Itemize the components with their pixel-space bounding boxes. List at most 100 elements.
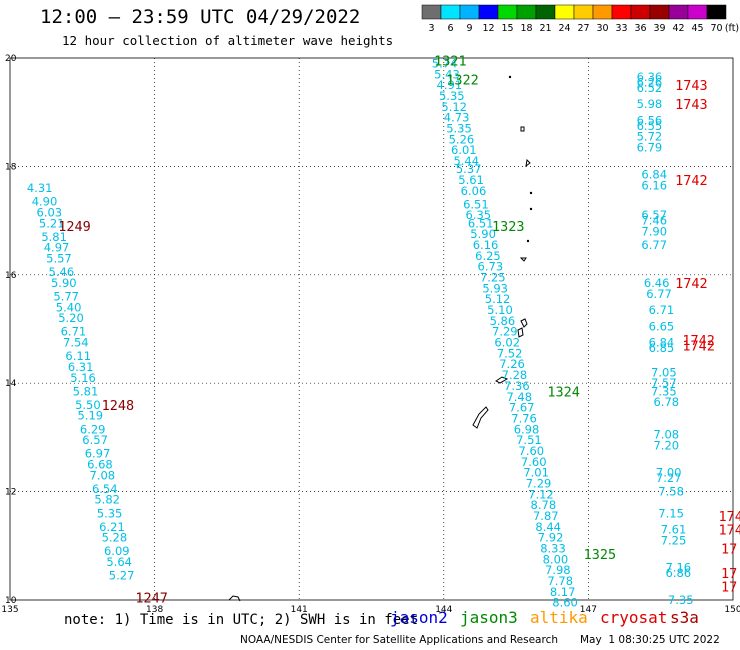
swh-value: 7.15	[658, 506, 684, 520]
swh-value: 7.12	[528, 487, 554, 501]
colorbar-label: 12	[482, 23, 494, 34]
swh-value: 5.93	[482, 281, 508, 295]
swh-value: 5.50	[75, 398, 101, 412]
pass-number-label: 1321	[434, 54, 467, 70]
swh-value: 5.35	[97, 506, 123, 520]
colorbar-label: 42	[672, 23, 684, 34]
pass-number-label: 1325	[584, 547, 617, 563]
colorbar-swatch	[497, 4, 518, 20]
swh-value: 7.28	[502, 368, 528, 382]
colorbar-label: 21	[539, 23, 551, 34]
lat-tick-label: 16	[5, 271, 17, 281]
swh-value: 6.31	[68, 360, 94, 374]
swh-value: 5.35	[439, 89, 465, 103]
swh-values: 4.314.906.035.215.814.975.575.465.905.77…	[27, 56, 694, 609]
colorbar-swatch	[687, 4, 708, 20]
island-rota	[495, 376, 509, 384]
footer-note: note: 1) Time is in UTC; 2) SWH is in fe…	[64, 612, 419, 628]
swh-value: 7.57	[651, 376, 677, 390]
pass-number-label: 17	[721, 566, 737, 582]
swh-value: 7.25	[661, 533, 687, 547]
pass-number-label: 1742	[682, 333, 715, 349]
footer-timestamp: May 1 08:30:25 UTC 2022	[580, 634, 720, 646]
swh-value: 5.61	[458, 173, 484, 187]
swh-value: 8.00	[543, 552, 569, 566]
swh-value: 7.76	[511, 411, 537, 425]
swh-value: 6.97	[85, 447, 111, 461]
swh-value: 8.44	[535, 520, 561, 534]
colorbar-label: 3	[428, 23, 434, 34]
colorbar-swatch	[459, 4, 480, 20]
satellite-legend-jason3: jason3	[460, 608, 518, 627]
swh-value: 7.08	[90, 468, 116, 482]
swh-value: 7.29	[526, 476, 552, 490]
swh-value: 6.25	[475, 249, 501, 263]
swh-value: 7.46	[641, 214, 667, 228]
swh-value: 7.61	[661, 523, 687, 537]
swh-value: 5.90	[470, 227, 496, 241]
swh-value: 7.20	[653, 439, 679, 453]
pass-number-label: 1247	[135, 590, 168, 606]
swh-value: 5.12	[441, 100, 467, 114]
swh-value: 7.54	[63, 336, 89, 350]
swh-value: 6.57	[82, 433, 108, 447]
satellite-legend-jason2: jason2	[390, 608, 448, 627]
colorbar-swatch	[630, 4, 651, 20]
colorbar-swatch	[592, 4, 613, 20]
pass-number-label: 1742	[675, 276, 708, 292]
swh-value: 6.36	[637, 70, 663, 84]
swh-value: 6.73	[478, 260, 504, 274]
island-agrihan	[520, 126, 525, 132]
swh-value: 6.55	[637, 119, 663, 133]
swh-value: 5.12	[485, 292, 511, 306]
swh-value: 7.35	[668, 593, 694, 607]
colorbar-label: 33	[615, 23, 627, 34]
colorbar-swatch	[611, 4, 632, 20]
pass-number-label: 174	[719, 523, 740, 539]
swh-value: 5.28	[102, 531, 128, 545]
swh-value: 7.35	[651, 384, 677, 398]
swh-value: 6.98	[514, 422, 540, 436]
colorbar-label: 27	[577, 23, 589, 34]
swh-value: 7.25	[480, 271, 506, 285]
pass-number-label: 1742	[682, 338, 715, 354]
colorbar-label: 15	[501, 23, 513, 34]
island-outlines	[228, 75, 533, 602]
swh-value: 6.78	[653, 395, 679, 409]
swh-value: 7.87	[533, 509, 559, 523]
swh-value: 5.19	[77, 409, 103, 423]
satellite-legend-altika: altika	[530, 608, 588, 627]
lat-lon-grid: 135 138 141 144 147 150 20 18 16 14 12 10	[1, 54, 740, 615]
swh-value: 6.56	[637, 113, 663, 127]
island-alamagan	[529, 191, 533, 195]
swh-value: 6.29	[80, 422, 106, 436]
map-frame	[9, 57, 734, 601]
swh-value: 7.26	[499, 357, 525, 371]
colorbar-swatch	[440, 4, 461, 20]
swh-value: 6.02	[494, 336, 520, 350]
colorbar-swatch	[573, 4, 594, 20]
swh-value: 5.37	[456, 162, 482, 176]
colorbar-label: 6	[447, 23, 453, 34]
pass-labels: 1249 1248 1247 1321 1322 1323 1324 1325 1743 1743…	[58, 54, 740, 607]
lon-tick-label: 147	[580, 605, 597, 615]
swh-value: 6.77	[646, 287, 672, 301]
lon-tick-label: 141	[291, 605, 308, 615]
colorbar-swatch	[649, 4, 670, 20]
colorbar-label: 70	[710, 23, 722, 34]
lon-tick-label: 150	[724, 605, 740, 615]
lon-tick-label: 144	[435, 605, 452, 615]
pass-number-label: 17	[721, 542, 737, 558]
swh-value: 6.09	[104, 544, 130, 558]
swh-value: 7.60	[521, 455, 547, 469]
swh-value: 5.64	[106, 555, 132, 569]
colorbar-swatch	[668, 4, 689, 20]
swh-value: 5.20	[58, 311, 84, 325]
swh-value: 6.21	[99, 520, 125, 534]
page-subtitle: 12 hour collection of altimeter wave hei…	[62, 33, 394, 48]
footer-credit: NOAA/NESDIS Center for Satellite Applica…	[240, 634, 558, 646]
satellite-legend-cryosat: cryosat	[600, 608, 668, 627]
swh-value: 6.51	[468, 216, 494, 230]
swh-value: 6.85	[649, 341, 675, 355]
